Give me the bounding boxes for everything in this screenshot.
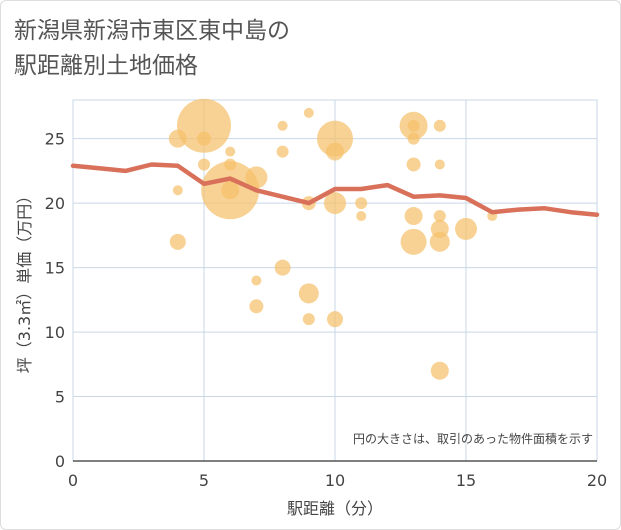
bubble-point bbox=[407, 119, 420, 132]
bubble-point bbox=[276, 145, 289, 158]
y-tick-label: 0 bbox=[55, 452, 65, 471]
chart-title-line1: 新潟県新潟市東区東中島の bbox=[14, 18, 290, 44]
bubble-point bbox=[198, 158, 210, 171]
tick-layer: 0 5 10 15 20 0 5 10 15 20 25 bbox=[45, 130, 608, 490]
bubble-point bbox=[251, 275, 262, 286]
bubble-point bbox=[455, 217, 477, 240]
x-tick-label: 10 bbox=[325, 471, 345, 490]
bubble-point bbox=[326, 142, 344, 161]
y-tick-label: 15 bbox=[45, 259, 65, 278]
bubble-point bbox=[224, 158, 237, 171]
x-axis-title: 駅距離（分） bbox=[287, 499, 383, 518]
bubble-point bbox=[317, 120, 353, 157]
bubble-point bbox=[327, 311, 343, 328]
bubble-point bbox=[274, 259, 291, 276]
bubble-point bbox=[429, 231, 450, 252]
x-tick-label: 0 bbox=[68, 471, 78, 490]
average-line-layer bbox=[70, 162, 600, 217]
y-tick-label: 25 bbox=[45, 130, 65, 149]
bubble-point bbox=[430, 219, 449, 238]
y-tick-label: 5 bbox=[55, 388, 65, 407]
x-tick-label: 5 bbox=[199, 471, 209, 490]
x-tick-label: 20 bbox=[587, 471, 607, 490]
bubble-point bbox=[400, 228, 427, 255]
bubble-point bbox=[406, 157, 421, 172]
bubble-point bbox=[433, 210, 446, 223]
bubble-layer bbox=[168, 98, 498, 380]
bubble-point bbox=[197, 131, 211, 146]
bubble-point bbox=[225, 146, 236, 157]
x-tick-label: 15 bbox=[456, 471, 476, 490]
bubble-point bbox=[355, 197, 368, 210]
bubble-point bbox=[221, 181, 240, 200]
bubble-point bbox=[169, 233, 186, 250]
bubble-point bbox=[177, 98, 231, 153]
y-axis-title: 坪（3.3㎡）単価（万円） bbox=[15, 188, 34, 373]
bubble-point bbox=[302, 313, 315, 326]
chart-title-line2: 駅距離別土地価格 bbox=[14, 53, 198, 79]
bubble-point bbox=[433, 119, 446, 132]
average-price-line bbox=[70, 162, 600, 217]
bubble-point bbox=[277, 120, 288, 131]
y-tick-label: 10 bbox=[45, 323, 65, 342]
chart-title: 新潟県新潟市東区東中島の 駅距離別土地価格 bbox=[14, 14, 290, 84]
bubble-point bbox=[407, 132, 420, 145]
bubble-size-note: 円の大きさは、取引のあった物件面積を示す bbox=[353, 431, 593, 446]
bubble-point bbox=[404, 207, 423, 226]
bubble-point bbox=[168, 129, 187, 148]
bubble-point bbox=[172, 185, 183, 196]
bubble-point bbox=[434, 159, 445, 170]
bubble-point bbox=[245, 166, 268, 189]
y-tick-label: 20 bbox=[45, 194, 65, 213]
bubble-point bbox=[249, 299, 264, 314]
bubble-point bbox=[356, 211, 367, 222]
bubble-point bbox=[430, 361, 449, 380]
bubble-point bbox=[303, 107, 314, 118]
bubble-point bbox=[298, 283, 319, 304]
bubble-point bbox=[324, 192, 346, 215]
